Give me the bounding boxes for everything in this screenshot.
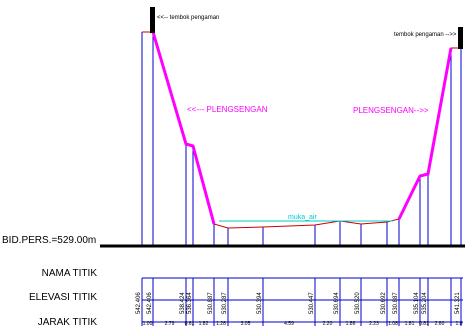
distance-value: 2.79 (165, 321, 175, 327)
left-wall (150, 7, 155, 33)
distance-value: 0.81 (419, 321, 429, 327)
distance-value: 1.86 (346, 321, 356, 327)
slope-left-label: <<--- PLENGSENGAN (187, 105, 268, 114)
slope-right-label: PLENGSENGAN-->> (353, 106, 429, 115)
distance-value: 1.28 (216, 321, 226, 327)
wall-left-label: <<-- tembok pengaman (157, 15, 219, 21)
elevation-value: 536.364 (187, 292, 193, 314)
distance-value: 2.23 (369, 321, 379, 327)
elevation-value: 535.204 (422, 292, 428, 314)
elevation-value: 530.692 (381, 292, 387, 314)
distance-value: 2.60 (435, 321, 445, 327)
table-row-title-elevation: ELEVASI TITIK (29, 292, 97, 303)
elevation-value: 530.694 (334, 292, 340, 314)
distance-value: 1.08 (388, 321, 398, 327)
datum-label: BID.PERS.=529.00m (2, 235, 96, 246)
distance-values: 1.00 2.79 0.61 1.82 1.28 3.05 4.59 2.20 … (143, 321, 463, 327)
elevation-value: 535.104 (414, 292, 420, 314)
wall-right-label: tembok pengaman -->> (394, 32, 457, 38)
table-grid (141, 277, 463, 326)
distance-value: 1.0 (456, 321, 463, 327)
table-row-title-distance: JARAK TITIK (38, 317, 98, 328)
distance-value: 0.61 (185, 321, 195, 327)
water-label: muka_air (288, 214, 317, 221)
elevation-value: 530.520 (355, 292, 361, 314)
distance-value: 1.00 (143, 321, 153, 327)
elevation-value: 530.394 (257, 292, 263, 314)
elevation-values: 542.406 542.406 538.424 536.364 530.887 … (136, 292, 461, 314)
elevation-value: 530.287 (222, 292, 228, 314)
elevation-value: 530.447 (309, 292, 315, 314)
distance-value: 3.05 (241, 321, 251, 327)
right-slope (397, 47, 453, 220)
elevation-value: 530.887 (208, 292, 214, 314)
distance-value: 1.82 (199, 321, 209, 327)
distance-value: 4.59 (284, 321, 294, 327)
elevation-value: 530.887 (393, 292, 399, 314)
left-slope (151, 31, 216, 225)
elevation-value: 541.321 (455, 292, 461, 314)
elevation-value: 542.406 (136, 292, 142, 314)
station-lines (141, 32, 462, 245)
elevation-value: 538.424 (180, 292, 186, 314)
elevation-value: 542.406 (147, 292, 153, 314)
distance-value: 1.81 (405, 321, 415, 327)
table-row-title-name: NAMA TITIK (42, 268, 98, 279)
ground-profile (142, 31, 461, 229)
right-wall (458, 27, 463, 49)
distance-value: 2.20 (323, 321, 333, 327)
